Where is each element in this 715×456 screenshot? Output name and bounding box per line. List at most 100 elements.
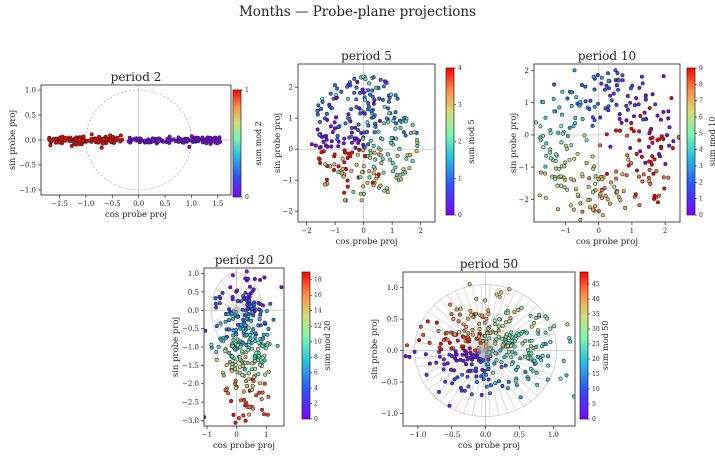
- data-point: [512, 310, 517, 315]
- data-point: [515, 365, 520, 369]
- spoke-line: [485, 299, 532, 351]
- data-point: [441, 367, 446, 372]
- data-point: [232, 381, 237, 386]
- data-point: [548, 326, 553, 331]
- data-point: [486, 377, 491, 382]
- data-point: [246, 311, 251, 316]
- data-point: [541, 100, 546, 105]
- data-point: [258, 381, 263, 386]
- data-point: [568, 339, 573, 344]
- spoke-line: [485, 333, 555, 351]
- data-point: [486, 326, 491, 331]
- data-point: [572, 68, 577, 73]
- data-point: [483, 348, 488, 353]
- data-point: [666, 175, 671, 180]
- data-point: [590, 123, 595, 128]
- data-point: [611, 91, 616, 96]
- data-point: [534, 316, 538, 320]
- y-tick-label: 1.0: [387, 284, 398, 292]
- colorbar: [445, 67, 455, 216]
- data-point: [445, 337, 450, 342]
- data-point: [68, 135, 73, 140]
- data-point: [482, 320, 487, 325]
- data-point: [385, 152, 390, 157]
- data-point: [231, 309, 236, 314]
- data-point: [658, 117, 663, 122]
- data-point: [648, 182, 653, 186]
- data-point: [253, 335, 258, 340]
- data-point: [468, 368, 472, 373]
- data-point: [342, 160, 347, 165]
- data-point: [107, 138, 112, 143]
- spoke-line: [212, 298, 237, 311]
- data-point: [365, 180, 370, 185]
- data-point: [661, 175, 666, 180]
- data-point: [475, 351, 480, 356]
- data-point: [560, 131, 565, 136]
- data-point: [574, 187, 578, 192]
- data-point: [650, 140, 655, 145]
- data-point: [569, 143, 574, 148]
- data-point: [571, 124, 576, 129]
- data-point: [465, 374, 470, 379]
- data-point: [320, 99, 325, 104]
- data-point: [251, 287, 256, 292]
- data-point: [434, 320, 439, 325]
- data-point: [377, 96, 382, 101]
- data-point: [450, 381, 455, 386]
- data-point: [546, 363, 551, 368]
- data-point: [569, 104, 574, 108]
- data-point: [543, 115, 548, 120]
- data-point: [513, 378, 518, 383]
- data-point: [449, 346, 454, 351]
- data-point: [89, 132, 94, 137]
- data-point: [231, 412, 236, 417]
- data-point: [214, 324, 219, 329]
- data-point: [325, 117, 330, 122]
- data-point: [632, 103, 637, 108]
- data-point: [96, 139, 101, 144]
- data-point: [642, 110, 647, 115]
- data-point: [341, 174, 346, 179]
- data-point: [247, 298, 252, 303]
- data-point: [449, 312, 454, 317]
- data-point: [355, 80, 360, 84]
- data-point: [599, 81, 604, 86]
- data-point: [111, 140, 116, 145]
- data-point: [629, 161, 634, 166]
- spoke-line: [485, 350, 517, 411]
- data-point: [256, 353, 261, 358]
- data-point: [249, 318, 254, 323]
- data-point: [345, 96, 350, 101]
- data-point: [586, 184, 591, 189]
- data-point: [342, 198, 347, 203]
- data-point: [317, 145, 322, 150]
- data-point: [458, 306, 463, 311]
- data-point: [233, 347, 238, 352]
- data-point: [479, 374, 484, 379]
- data-point: [257, 307, 262, 312]
- data-point: [221, 373, 226, 378]
- x-tick-label: 0: [596, 227, 600, 235]
- colorbar-tick-label: 10: [592, 386, 600, 393]
- x-axis-label: cos probe proj: [336, 237, 398, 247]
- data-point: [398, 126, 403, 130]
- data-point: [475, 355, 480, 360]
- data-point: [382, 104, 387, 109]
- data-point: [600, 177, 605, 182]
- data-point: [213, 301, 218, 306]
- data-point: [373, 124, 378, 129]
- data-point: [414, 149, 419, 154]
- data-point: [218, 321, 223, 326]
- colorbar-tick-label: 8: [314, 354, 318, 361]
- plot-area: [298, 64, 435, 222]
- y-tick-label: −1.0: [182, 344, 199, 352]
- data-point: [361, 184, 366, 189]
- data-point: [505, 310, 510, 315]
- data-point: [253, 366, 258, 371]
- data-point: [356, 128, 361, 133]
- data-point: [661, 74, 666, 79]
- data-point: [603, 193, 608, 198]
- data-point: [401, 167, 406, 172]
- x-tick-label: −1: [330, 227, 340, 235]
